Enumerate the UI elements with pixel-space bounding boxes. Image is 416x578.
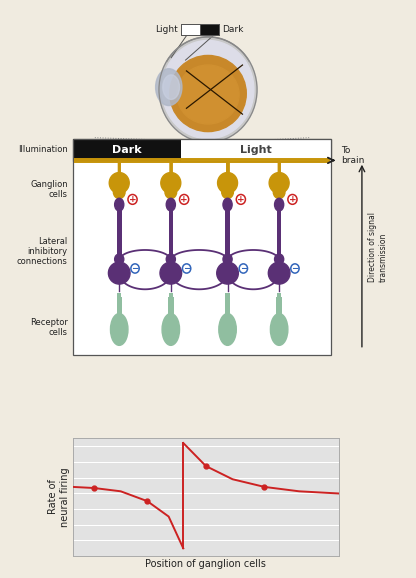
- Ellipse shape: [109, 262, 130, 284]
- Ellipse shape: [223, 254, 232, 265]
- Ellipse shape: [269, 172, 289, 193]
- Text: +: +: [180, 195, 188, 204]
- Bar: [181, 24, 219, 35]
- X-axis label: Position of ganglion cells: Position of ganglion cells: [146, 559, 266, 569]
- Bar: [277, 208, 282, 255]
- Ellipse shape: [128, 194, 137, 204]
- Text: Dark: Dark: [223, 25, 244, 34]
- Bar: [277, 293, 281, 297]
- Text: +: +: [289, 195, 296, 204]
- Bar: [117, 293, 121, 297]
- Text: −: −: [291, 264, 299, 273]
- Ellipse shape: [222, 186, 233, 199]
- Ellipse shape: [275, 198, 284, 211]
- Bar: [168, 293, 173, 297]
- Text: Dark: Dark: [112, 144, 142, 155]
- Bar: [225, 293, 230, 297]
- Bar: [168, 297, 173, 315]
- Text: +: +: [129, 195, 136, 204]
- Ellipse shape: [223, 198, 232, 211]
- Bar: [181, 139, 331, 161]
- Bar: [73, 139, 181, 161]
- Text: −: −: [131, 264, 139, 273]
- Text: Receptor
cells: Receptor cells: [30, 317, 68, 337]
- Text: −: −: [240, 264, 247, 273]
- Ellipse shape: [239, 264, 248, 273]
- Ellipse shape: [115, 198, 124, 211]
- Text: To
brain: To brain: [341, 146, 364, 165]
- Ellipse shape: [156, 69, 182, 106]
- Ellipse shape: [160, 262, 182, 284]
- Text: +: +: [237, 195, 245, 204]
- Ellipse shape: [170, 55, 246, 132]
- Ellipse shape: [217, 262, 238, 284]
- Ellipse shape: [159, 37, 257, 142]
- Bar: [168, 208, 173, 255]
- Text: Ganglion
cells: Ganglion cells: [30, 180, 68, 199]
- Text: Light: Light: [240, 144, 272, 155]
- Ellipse shape: [111, 313, 128, 346]
- Ellipse shape: [183, 264, 191, 273]
- Bar: [116, 297, 122, 315]
- Ellipse shape: [236, 194, 245, 204]
- Text: Lateral
inhibitory
connections: Lateral inhibitory connections: [17, 236, 68, 266]
- Ellipse shape: [165, 186, 177, 199]
- Ellipse shape: [275, 254, 284, 265]
- Ellipse shape: [109, 172, 129, 193]
- Ellipse shape: [161, 172, 181, 193]
- Text: Illumination: Illumination: [18, 145, 68, 154]
- Ellipse shape: [268, 262, 290, 284]
- Ellipse shape: [163, 75, 180, 99]
- Ellipse shape: [131, 264, 139, 273]
- Text: Light: Light: [155, 25, 178, 34]
- Text: Direction of signal
transmission: Direction of signal transmission: [368, 212, 388, 282]
- Ellipse shape: [291, 264, 299, 273]
- Bar: [73, 139, 331, 161]
- Ellipse shape: [180, 194, 189, 204]
- Ellipse shape: [288, 194, 297, 204]
- Ellipse shape: [273, 186, 285, 199]
- Ellipse shape: [166, 254, 176, 265]
- Ellipse shape: [270, 313, 288, 346]
- Bar: [277, 297, 282, 315]
- Ellipse shape: [219, 313, 236, 346]
- Bar: [225, 297, 230, 315]
- Ellipse shape: [218, 172, 238, 193]
- Ellipse shape: [114, 186, 125, 199]
- Text: −: −: [183, 264, 191, 273]
- Ellipse shape: [177, 65, 239, 124]
- Bar: [117, 208, 121, 255]
- Ellipse shape: [162, 40, 254, 139]
- Ellipse shape: [166, 198, 176, 211]
- Bar: [225, 208, 230, 255]
- Bar: [181, 24, 200, 35]
- Ellipse shape: [162, 313, 180, 346]
- Ellipse shape: [115, 254, 124, 265]
- Bar: [73, 139, 331, 355]
- Bar: [200, 24, 219, 35]
- Y-axis label: Rate of
neural firing: Rate of neural firing: [48, 467, 70, 527]
